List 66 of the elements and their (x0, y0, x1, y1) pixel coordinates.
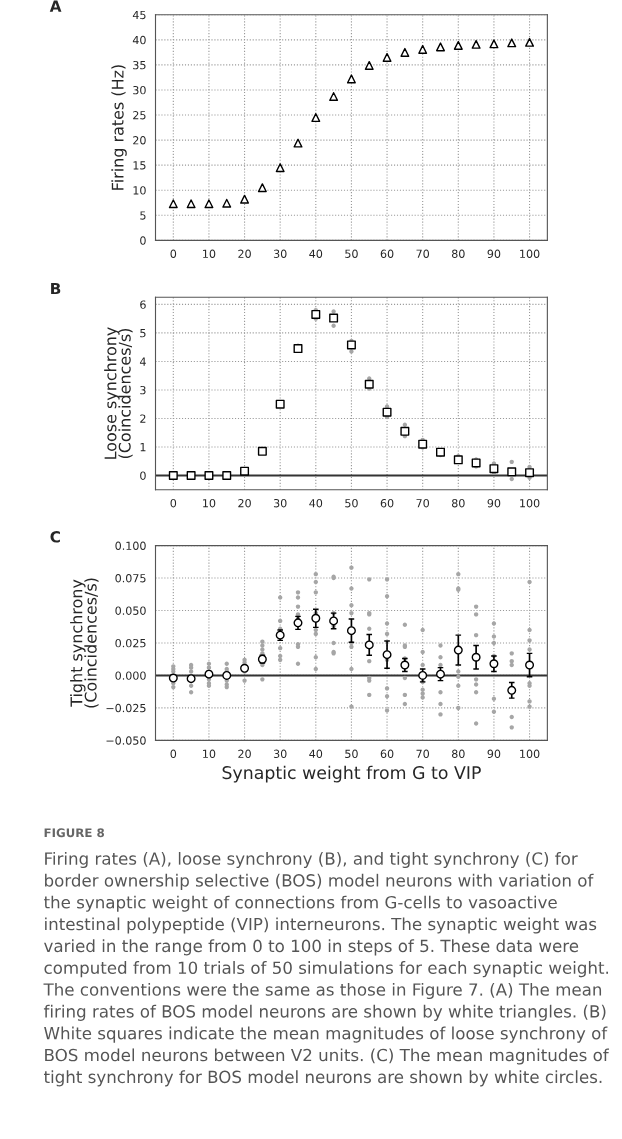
x-tick-label: 70 (416, 498, 430, 508)
y-tick-label: 0.100 (115, 541, 146, 550)
y-tick-label: 4 (139, 357, 146, 366)
x-tick-label: 40 (309, 249, 323, 258)
x-tick-label: 20 (238, 249, 251, 258)
x-tick-label: 90 (487, 249, 501, 258)
x-tick-label: 60 (380, 498, 394, 508)
y-tick-label: 20 (133, 136, 146, 145)
x-tick-label: 20 (238, 498, 251, 508)
x-tick-label: 0 (170, 249, 177, 258)
x-tick-label: 80 (451, 249, 465, 258)
y-tick-label: 40 (132, 35, 146, 45)
y-tick-label: −0.050 (106, 736, 146, 745)
x-tick-label: 90 (487, 749, 501, 758)
y-tick-label: 0.025 (115, 638, 146, 648)
x-tick-label: 70 (416, 249, 430, 258)
x-tick-label: 0 (170, 498, 177, 508)
x-axis-title: Synaptic weight from G to VIP (222, 765, 481, 783)
y-tick-label: 35 (133, 60, 146, 70)
y-tick-label: 2 (140, 414, 146, 423)
x-tick-label: 20 (238, 749, 251, 758)
x-tick-label: 80 (451, 498, 465, 508)
y-tick-label: 1 (140, 443, 146, 452)
x-tick-label: 100 (520, 498, 540, 508)
y-tick-label: 45 (132, 10, 146, 20)
x-tick-label: 50 (345, 749, 358, 758)
x-tick-label: 0 (170, 749, 177, 758)
y-tick-label: 0.050 (115, 606, 146, 615)
y-tick-label: −0.025 (106, 703, 146, 713)
x-tick-label: 10 (203, 249, 216, 258)
y-tick-label: 0.000 (115, 671, 146, 680)
y-tick-label: 0 (140, 471, 146, 480)
text: Firing rates (A), loose synchrony (B), and tight synchrony (C) for border ownership selective (BOS) model neurons with variation of the synaptic weight of connections from G-cells to vasoactive intestinal polypeptide (VIP) interneurons. The synaptic weight was varied in the range from 0 to 100 in steps of 5. These data were computed from 10 trials of 50 simulations for each synaptic weight. The conventions were the same as those in Figure 7. (A) The mean firing rates of BOS model neurons are shown by white triangles. (B) White squares indicate the mean magnitudes of loose synchrony of BOS model neurons between V2 units. (C) The mean magnitudes of tight synchrony for BOS model neurons are shown by white circles. (43, 851, 610, 1087)
x-tick-label: 60 (380, 749, 394, 758)
chart-title: B (51, 282, 61, 295)
y-tick-label: 5 (140, 329, 146, 338)
x-tick-label: 90 (487, 498, 501, 508)
y-tick-label: 30 (133, 85, 146, 95)
x-tick-label: 50 (345, 249, 358, 258)
y-tick-label: 25 (133, 111, 146, 120)
y-tick-label: 0 (140, 236, 146, 245)
x-tick-label: 100 (520, 749, 540, 758)
x-tick-label: 40 (309, 498, 323, 508)
chart-title: A (49, 0, 62, 12)
y-tick-label: 15 (133, 161, 146, 170)
y-tick-label: 0.075 (115, 574, 146, 583)
x-tick-label: 30 (273, 749, 287, 758)
y-tick-label: 6 (140, 300, 146, 309)
x-tick-label: 100 (520, 249, 540, 258)
y-tick-label: 5 (140, 211, 146, 220)
y-axis-title: Tight synchrony (Coincidences/s) (70, 578, 99, 708)
x-tick-label: 50 (345, 498, 358, 508)
y-axis-title: Firing rates (Hz) (111, 65, 127, 190)
x-tick-label: 10 (203, 498, 216, 508)
x-tick-label: 70 (416, 749, 430, 758)
chart-title: C (50, 531, 60, 543)
x-tick-label: 30 (273, 249, 287, 258)
x-tick-label: 40 (309, 749, 323, 758)
x-tick-label: 80 (451, 749, 465, 758)
y-tick-label: 3 (140, 385, 146, 395)
x-tick-label: 30 (273, 498, 287, 508)
y-axis-title: Loose synchrony (Coincidences/s) (104, 327, 133, 459)
caption: FIGURE 8 (44, 828, 105, 838)
x-tick-label: 10 (203, 749, 216, 758)
x-tick-label: 60 (380, 249, 394, 258)
y-tick-label: 10 (133, 186, 146, 195)
